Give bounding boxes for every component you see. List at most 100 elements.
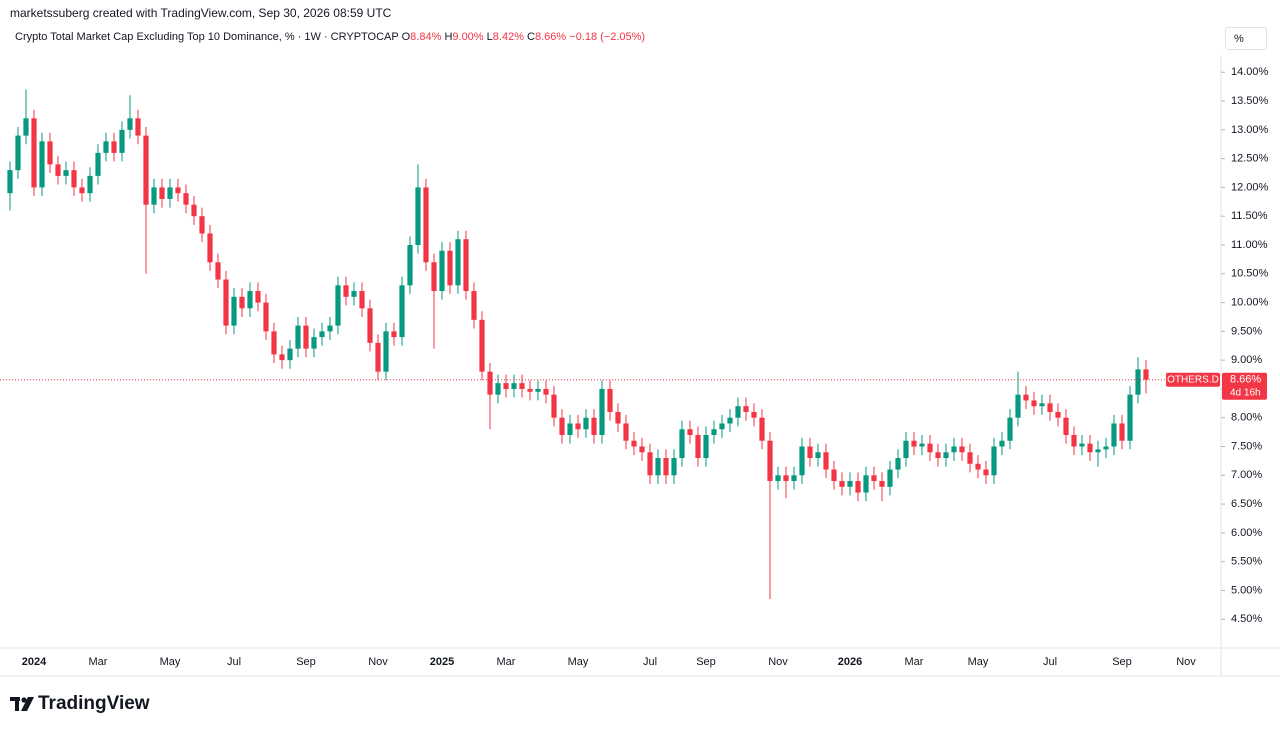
candle-body xyxy=(127,118,133,130)
candle-body xyxy=(887,469,893,487)
ohlc-label: L xyxy=(486,31,493,43)
candle-body xyxy=(311,337,317,349)
candle-body xyxy=(847,481,853,487)
candle-body xyxy=(415,187,421,245)
x-tick-label: Jul xyxy=(1043,656,1057,668)
candle-body xyxy=(983,469,989,476)
candle-body xyxy=(31,118,37,188)
candle-body xyxy=(79,187,85,194)
candle-body xyxy=(535,388,541,392)
candle-body xyxy=(383,331,389,372)
candle-body xyxy=(487,371,493,395)
candle-body xyxy=(399,285,405,338)
candle-body xyxy=(735,406,741,418)
candle-body xyxy=(495,383,501,395)
candle-body xyxy=(1015,394,1021,418)
y-tick-label: 9.50% xyxy=(1231,325,1262,337)
candle-body xyxy=(239,296,245,309)
ohlc-value: 9.00% xyxy=(452,31,484,43)
candle-body xyxy=(543,388,549,395)
candle-body xyxy=(319,331,325,338)
candle-body xyxy=(719,423,725,430)
candle-body xyxy=(927,443,933,453)
price-tag xyxy=(1222,372,1267,400)
candle-body xyxy=(47,141,53,165)
y-tick-label: 5.50% xyxy=(1231,556,1262,568)
candle-body xyxy=(23,118,29,136)
candle-body xyxy=(895,458,901,470)
candle-body xyxy=(991,446,997,476)
candle-body xyxy=(471,291,477,320)
scale-button[interactable]: % xyxy=(1225,27,1267,50)
candle-body xyxy=(783,475,789,482)
candle-body xyxy=(111,141,117,153)
candle-body xyxy=(143,135,149,205)
candle-body xyxy=(655,458,661,476)
candle-body xyxy=(343,285,349,297)
candle-body xyxy=(119,129,125,153)
x-tick-label: Nov xyxy=(368,656,388,668)
candle-body xyxy=(55,164,61,176)
x-tick-label: Nov xyxy=(768,656,788,668)
candle-body xyxy=(447,250,453,286)
y-tick-label: 7.50% xyxy=(1231,440,1262,452)
candle-body xyxy=(967,452,973,464)
candle-body xyxy=(1087,443,1093,453)
x-tick-label: May xyxy=(160,656,181,668)
candle-body xyxy=(647,452,653,476)
y-tick-label: 11.50% xyxy=(1231,210,1268,222)
candle-body xyxy=(679,429,685,459)
ohlc-value: 8.42% xyxy=(492,31,524,43)
y-tick-label: 12.00% xyxy=(1231,181,1269,193)
candle-body xyxy=(479,319,485,372)
candle-body xyxy=(1127,394,1133,441)
candle-body xyxy=(183,193,189,205)
candle-body xyxy=(103,141,109,153)
candle-body xyxy=(191,204,197,217)
candle-body xyxy=(663,458,669,476)
ohlc-label: H xyxy=(444,31,453,43)
candle-body xyxy=(919,443,925,447)
x-tick-label: 2026 xyxy=(838,656,862,668)
candle-body xyxy=(639,446,645,453)
candle-body xyxy=(159,187,165,199)
candle-body xyxy=(527,388,533,392)
candle-body xyxy=(1095,449,1101,453)
x-tick-label: 2025 xyxy=(430,656,454,668)
candle-body xyxy=(303,325,309,349)
logo-icon xyxy=(10,697,34,711)
candle-body xyxy=(687,429,693,435)
candle-body xyxy=(599,388,605,435)
candle-body xyxy=(175,187,181,194)
candle-body xyxy=(287,348,293,361)
ohlc-label: C xyxy=(527,31,535,43)
candle-body xyxy=(743,406,749,412)
x-tick-label: Mar xyxy=(905,656,924,668)
x-tick-label: Nov xyxy=(1176,656,1196,668)
y-tick-label: 13.00% xyxy=(1231,124,1269,136)
x-tick-label: Sep xyxy=(1112,656,1132,668)
candle-body xyxy=(207,233,213,263)
candle-body xyxy=(751,411,757,418)
candle-body xyxy=(1063,417,1069,435)
candle-body xyxy=(975,463,981,470)
candle-body xyxy=(87,175,93,194)
candle-body xyxy=(1031,400,1037,407)
candle-body xyxy=(1143,369,1149,380)
y-tick-label: 6.00% xyxy=(1231,527,1262,539)
y-tick-label: 10.50% xyxy=(1231,268,1269,280)
y-tick-label: 14.00% xyxy=(1231,66,1269,78)
candle-body xyxy=(839,481,845,487)
x-tick-label: Mar xyxy=(89,656,108,668)
candle-body xyxy=(583,417,589,430)
candle-body xyxy=(1079,443,1085,447)
candle-body xyxy=(863,475,869,493)
candle-body xyxy=(423,187,429,263)
candle-body xyxy=(1111,423,1117,447)
candle-body xyxy=(943,452,949,459)
candle-body xyxy=(463,239,469,292)
x-tick-label: 2024 xyxy=(22,656,47,668)
candle-body xyxy=(1119,423,1125,441)
candle-body xyxy=(39,141,45,188)
